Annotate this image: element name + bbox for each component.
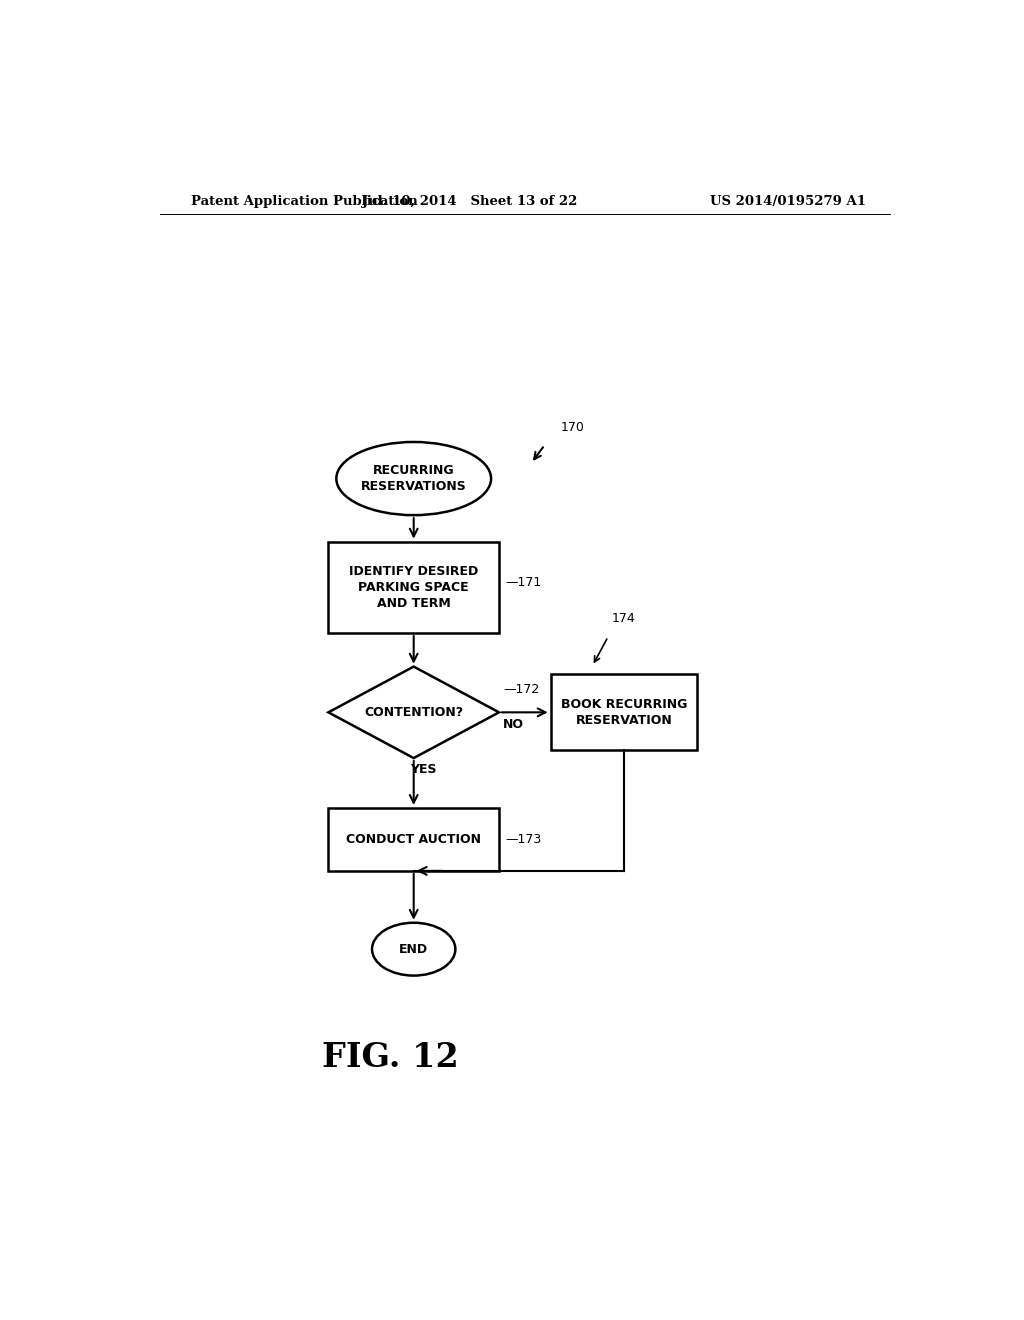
Text: FIG. 12: FIG. 12 [323, 1041, 459, 1074]
Text: RECURRING
RESERVATIONS: RECURRING RESERVATIONS [360, 465, 467, 494]
Text: 174: 174 [612, 612, 636, 624]
Text: CONTENTION?: CONTENTION? [365, 706, 463, 719]
Text: END: END [399, 942, 428, 956]
Text: Patent Application Publication: Patent Application Publication [191, 194, 418, 207]
Bar [329, 808, 499, 871]
Text: BOOK RECURRING
RESERVATION: BOOK RECURRING RESERVATION [561, 698, 687, 727]
Text: NO: NO [503, 718, 524, 731]
Text: —172: —172 [503, 684, 540, 697]
Text: Jul. 10, 2014   Sheet 13 of 22: Jul. 10, 2014 Sheet 13 of 22 [361, 194, 577, 207]
Bar [329, 541, 499, 634]
Text: —173: —173 [506, 833, 542, 846]
Text: CONDUCT AUCTION: CONDUCT AUCTION [346, 833, 481, 846]
Text: —171: —171 [506, 576, 542, 589]
Text: YES: YES [410, 763, 436, 776]
Text: US 2014/0195279 A1: US 2014/0195279 A1 [710, 194, 866, 207]
Text: IDENTIFY DESIRED
PARKING SPACE
AND TERM: IDENTIFY DESIRED PARKING SPACE AND TERM [349, 565, 478, 610]
Bar [551, 675, 697, 751]
Text: 170: 170 [560, 421, 585, 434]
